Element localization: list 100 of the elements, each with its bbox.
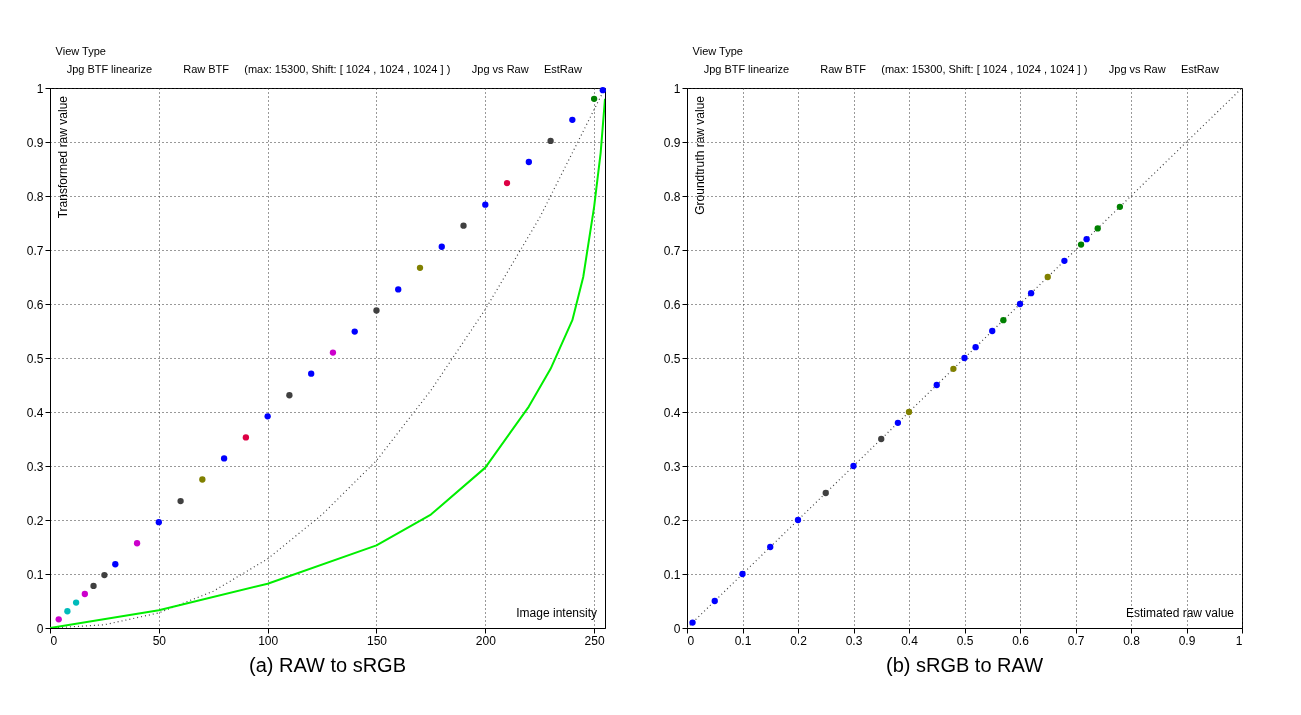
- point: [90, 582, 97, 590]
- point: [81, 590, 88, 598]
- point: [547, 137, 554, 145]
- y-tick-label: 0.8: [26, 189, 44, 204]
- point: [72, 599, 80, 606]
- point: [950, 365, 957, 372]
- y-tick-label: 0.4: [26, 405, 44, 420]
- x-axis-title: Image intensity: [516, 606, 597, 620]
- text: linearize: [111, 63, 153, 75]
- point: [503, 179, 511, 187]
- x-tick-label: 250: [584, 633, 605, 648]
- point: [905, 408, 913, 416]
- point: [199, 476, 206, 483]
- y-tick-label: 0.7: [663, 243, 681, 258]
- point: [264, 413, 271, 420]
- text: Jpg vs Raw: [1108, 63, 1166, 75]
- y-tick-label: 0.1: [663, 567, 681, 582]
- text: Raw BTF: [820, 63, 867, 75]
- x-tick-label: 0.5: [956, 633, 974, 648]
- point: [308, 370, 315, 377]
- y-tick-label: 0.3: [26, 459, 44, 474]
- x-tick-label: 0: [50, 633, 58, 648]
- text: (max: 15300, Shift: [ 1024 , 1024 , 1024 ] ): [881, 63, 1088, 75]
- x-tick-label: 0.3: [845, 633, 863, 648]
- x-tick-label: 0.8: [1123, 633, 1141, 648]
- y-axis-title: Groundtruth raw value: [693, 95, 707, 215]
- x-tick-label: 0.7: [1067, 633, 1085, 648]
- x-tick-label: 1: [1235, 633, 1243, 648]
- x-tick-label: 100: [258, 633, 279, 648]
- point: [1077, 241, 1085, 248]
- x-tick-label: 0: [687, 633, 695, 648]
- text: linearize: [748, 63, 790, 75]
- point: [933, 381, 940, 389]
- text: Jpg BTF: [66, 63, 109, 75]
- point: [961, 354, 968, 362]
- point: [286, 392, 293, 399]
- point: [438, 243, 445, 250]
- point: [1116, 203, 1124, 210]
- text: Jpg BTF: [703, 63, 746, 75]
- x-tick-label: 0.9: [1178, 633, 1196, 648]
- point: [101, 571, 108, 579]
- y-tick-label: 0.5: [26, 351, 44, 366]
- point: [1083, 236, 1090, 243]
- point: [242, 434, 250, 441]
- point: [689, 619, 696, 626]
- y-tick-label: 0: [673, 621, 681, 636]
- text: (max: 15300, Shift: [ 1024 , 1024 , 1024 ] ): [244, 63, 451, 75]
- y-tick-label: 0.9: [663, 135, 681, 150]
- point: [525, 158, 532, 166]
- x-tick-label: 0.6: [1012, 633, 1030, 648]
- text: Jpg vs Raw: [471, 63, 529, 75]
- text: (a) RAW to sRGB: [248, 654, 407, 676]
- y-tick-label: 0: [36, 621, 44, 636]
- y-tick-label: 0.1: [26, 567, 44, 582]
- point: [711, 597, 718, 605]
- point: [64, 608, 71, 615]
- x-tick-label: 200: [475, 633, 497, 648]
- point: [822, 489, 829, 497]
- point: [767, 543, 774, 551]
- y-tick-label: 0.2: [663, 513, 681, 528]
- y-tick-label: 0.2: [26, 513, 44, 528]
- y-tick-label: 0.4: [663, 405, 681, 420]
- point: [55, 616, 62, 623]
- y-tick-label: 0.8: [663, 189, 681, 204]
- point: [329, 349, 337, 356]
- text: (b) sRGB to RAW: [885, 654, 1044, 676]
- text: Raw BTF: [183, 63, 230, 75]
- text: EstRaw: [1180, 63, 1219, 75]
- point: [1094, 225, 1101, 232]
- y-tick-label: 1: [36, 81, 44, 96]
- point: [972, 344, 979, 351]
- point: [569, 116, 576, 124]
- point: [794, 516, 802, 524]
- y-tick-label: 1: [673, 81, 681, 96]
- point: [739, 570, 746, 578]
- point: [177, 497, 184, 505]
- x-tick-label: 0.1: [734, 633, 752, 648]
- y-tick-label: 0.6: [663, 297, 681, 312]
- y-axis-title: Transformed raw value: [56, 95, 70, 219]
- point: [112, 561, 119, 568]
- y-tick-label: 0.5: [663, 351, 681, 366]
- point: [850, 462, 857, 470]
- text: View Type: [692, 45, 743, 57]
- point: [1044, 273, 1051, 281]
- point: [1016, 300, 1024, 308]
- point: [155, 519, 162, 526]
- x-tick-label: 0.2: [790, 633, 808, 648]
- x-axis-title: Estimated raw value: [1125, 606, 1235, 620]
- point: [599, 87, 606, 94]
- point: [590, 95, 598, 102]
- x-tick-label: 50: [152, 633, 167, 648]
- y-tick-label: 0.9: [26, 135, 44, 150]
- point: [351, 328, 358, 335]
- point: [395, 286, 402, 293]
- point: [220, 455, 228, 462]
- x-tick-label: 0.4: [901, 633, 919, 648]
- y-tick-label: 0.3: [663, 459, 681, 474]
- point: [373, 307, 380, 314]
- text: EstRaw: [543, 63, 582, 75]
- point: [894, 419, 902, 426]
